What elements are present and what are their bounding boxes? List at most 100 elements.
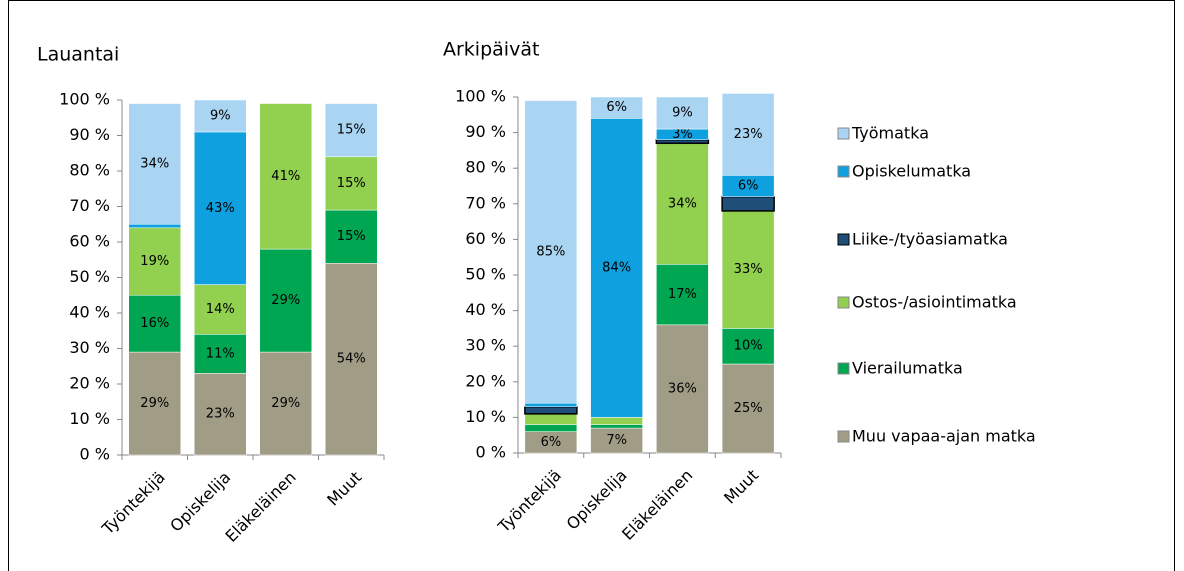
data-label: 43% (206, 201, 235, 216)
legend-swatch (837, 362, 850, 375)
legend-label: Liike-/työasiamatka (852, 230, 1008, 249)
bar-segment (325, 209, 378, 264)
bar-segment (325, 263, 378, 456)
y-tick-label: 0 % (476, 443, 506, 462)
y-tick-label: 80 % (465, 158, 506, 177)
data-label: 11% (206, 346, 235, 361)
data-label: 15% (337, 123, 366, 138)
bar-segment (656, 96, 709, 130)
data-label: 85% (536, 244, 565, 259)
bar-segment (721, 93, 775, 176)
x-tick-label: Opiskelija (166, 468, 234, 536)
bar-segment (590, 417, 643, 425)
bar-segment (590, 424, 643, 429)
y-tick-label: 40 % (69, 303, 110, 322)
legend-label: Ostos-/asiointimatka (852, 293, 1017, 312)
data-label: 6% (541, 435, 562, 450)
data-label: 29% (271, 293, 300, 308)
legend-swatch (837, 233, 850, 246)
y-tick-label: 0 % (80, 445, 110, 464)
bar-segment (524, 402, 578, 407)
legend-label: Vierailumatka (852, 359, 963, 378)
data-label: 84% (602, 260, 631, 275)
legend-label: Muu vapaa-ajan matka (852, 427, 1036, 446)
y-tick-label: 90 % (69, 125, 110, 144)
bar-segment (721, 328, 775, 365)
chart-title: Lauantai (37, 44, 119, 66)
legend-label: Opiskelumatka (852, 162, 971, 181)
y-tick-label: 60 % (465, 229, 506, 248)
bar-segment (194, 99, 247, 133)
x-tick-label: Työntekijä (494, 466, 565, 537)
bar-segment (259, 103, 312, 250)
data-label: 14% (206, 302, 235, 317)
legend-swatch (837, 127, 850, 140)
bar-segment (656, 264, 709, 326)
y-tick-label: 40 % (465, 300, 506, 319)
data-label: 54% (337, 352, 366, 367)
bar-segment (590, 427, 643, 454)
data-label: 36% (668, 381, 697, 396)
bar-segment (259, 248, 312, 353)
bar-segment (524, 424, 578, 432)
bar-segment (524, 100, 578, 404)
legend-swatch (837, 296, 850, 309)
data-label: 15% (337, 229, 366, 244)
y-tick-label: 70 % (465, 193, 506, 212)
data-label: 3% (672, 127, 693, 142)
data-label: 16% (140, 316, 169, 331)
bar-segment (194, 284, 247, 335)
bar-segment (194, 373, 247, 456)
bar-segment (128, 224, 181, 229)
bar-segment (128, 295, 181, 353)
y-tick-label: 100 % (59, 90, 110, 109)
y-tick-label: 10 % (69, 409, 110, 428)
frame (8, 0, 1175, 571)
bar-segment (590, 118, 643, 418)
data-label: 6% (738, 179, 759, 194)
bar-segment (128, 227, 181, 296)
bar-segment (325, 103, 378, 158)
data-label: 34% (140, 156, 169, 171)
y-tick-label: 30 % (69, 338, 110, 357)
y-tick-label: 50 % (465, 265, 506, 284)
x-tick-label: Eläkeläinen (221, 468, 299, 546)
legend-swatch (837, 165, 850, 178)
y-tick-label: 20 % (69, 374, 110, 393)
bar-segment (721, 363, 775, 454)
data-label: 19% (140, 254, 169, 269)
bar-segment (259, 351, 312, 456)
data-label: 29% (140, 396, 169, 411)
data-label: 15% (337, 176, 366, 191)
data-label: 41% (271, 169, 300, 184)
data-label: 29% (271, 396, 300, 411)
x-tick-label: Työntekijä (98, 468, 169, 539)
data-label: 34% (668, 196, 697, 211)
data-label: 7% (606, 433, 627, 448)
data-label: 9% (210, 108, 231, 123)
legend-label: Työmatka (851, 124, 929, 143)
x-tick-label: Muut (323, 468, 365, 510)
bar-segment (194, 131, 247, 285)
bar-segment (194, 334, 247, 374)
chart-title: Arkipäivät (443, 39, 539, 61)
bar-segment (524, 405, 578, 415)
y-tick-label: 60 % (69, 232, 110, 251)
y-tick-label: 90 % (465, 122, 506, 141)
y-tick-label: 70 % (69, 196, 110, 215)
y-tick-label: 30 % (465, 336, 506, 355)
x-tick-label: Muut (720, 466, 762, 508)
y-tick-label: 10 % (465, 407, 506, 426)
x-tick-label: Opiskelija (563, 466, 631, 534)
bar-segment (721, 195, 775, 212)
y-tick-label: 50 % (69, 267, 110, 286)
x-tick-label: Eläkeläinen (618, 466, 696, 544)
bar-segment (721, 210, 775, 329)
data-label: 33% (734, 262, 763, 277)
data-label: 23% (206, 407, 235, 422)
bar-segment (128, 103, 181, 225)
data-label: 23% (734, 127, 763, 142)
data-label: 9% (672, 106, 693, 121)
data-label: 17% (668, 287, 697, 302)
